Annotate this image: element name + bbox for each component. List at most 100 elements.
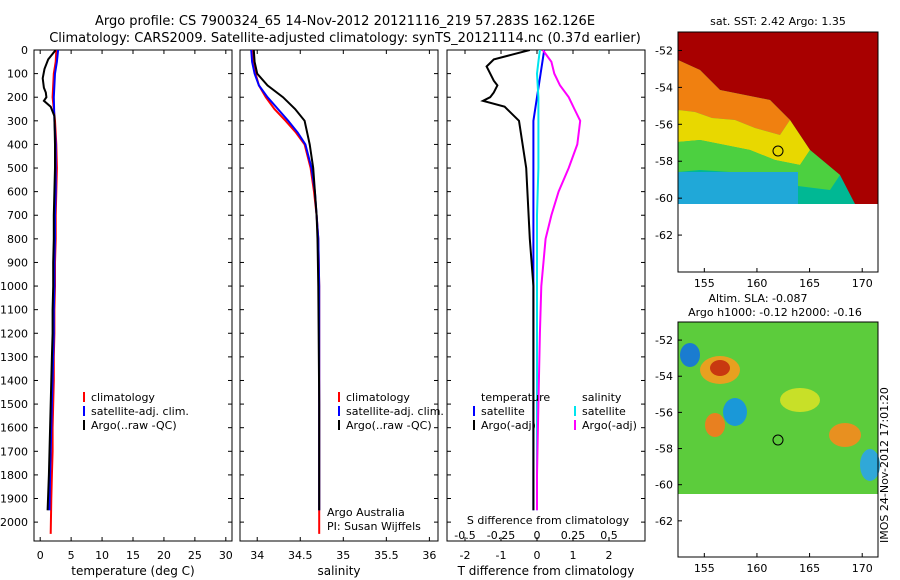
map-y-tick-label: -58 bbox=[655, 155, 673, 168]
x-tick-label: -2 bbox=[460, 549, 471, 562]
depth-tick-label: 700 bbox=[7, 209, 28, 222]
s-tick-label: -0.25 bbox=[487, 529, 515, 542]
x-tick-label: 1 bbox=[570, 549, 577, 562]
sla-map-axes: -52 -54 -56 -58 -60 -62 155 160 165 170 bbox=[655, 334, 873, 575]
s-tick-label: 0 bbox=[534, 529, 541, 542]
map-y-tick-label: -60 bbox=[655, 192, 673, 205]
legend-label: climatology bbox=[346, 391, 410, 404]
map-y-tick-label: -56 bbox=[655, 406, 673, 419]
x-tick-label: 35.5 bbox=[374, 549, 399, 562]
map-y-tick-label: -58 bbox=[655, 443, 673, 456]
x-tick-label: 10 bbox=[95, 549, 109, 562]
x-tick-label: 36 bbox=[422, 549, 436, 562]
x-tick-label: 2 bbox=[606, 549, 613, 562]
x-tick-label: 5 bbox=[68, 549, 75, 562]
depth-tick-label: 600 bbox=[7, 186, 28, 199]
x-tick-label: 25 bbox=[188, 549, 202, 562]
sla-low-anomaly bbox=[723, 398, 747, 426]
sla-high-anomaly bbox=[705, 413, 725, 437]
profile-lines bbox=[41, 50, 582, 534]
depth-tick-label: 100 bbox=[7, 68, 28, 81]
series-line-argo-raw-qc- bbox=[41, 50, 57, 511]
legend-swatch-sal-satellite bbox=[574, 406, 576, 416]
map-x-tick-label: 155 bbox=[694, 562, 715, 575]
float-marker bbox=[772, 434, 784, 446]
depth-tick-label: 200 bbox=[7, 91, 28, 104]
header-line1: Argo profile: CS 7900324_65 14-Nov-2012 … bbox=[95, 14, 595, 29]
depth-tick-label: 900 bbox=[7, 256, 28, 269]
sst-warm-region bbox=[678, 32, 878, 204]
depth-tick-label: 1800 bbox=[0, 469, 28, 482]
depth-tick-label: 1600 bbox=[0, 422, 28, 435]
sst-orange-band bbox=[678, 60, 790, 135]
sla-low-anomaly bbox=[860, 449, 880, 481]
sla-high-core bbox=[710, 360, 730, 376]
legend-swatch-temp-argo bbox=[473, 420, 475, 430]
sla-map-field bbox=[678, 322, 878, 494]
sst-cold-band bbox=[678, 172, 798, 204]
legend-label: Argo(-adj) bbox=[582, 419, 637, 432]
map-y-tick-label: -56 bbox=[655, 118, 673, 131]
map-x-tick-label: 170 bbox=[852, 277, 873, 290]
legend-label: Argo(..raw -QC) bbox=[346, 419, 432, 432]
x-tick-label: 30 bbox=[219, 549, 233, 562]
sst-map-axes: -52 -54 -56 -58 -60 -62 155 160 165 170 bbox=[655, 44, 873, 290]
series-line-salinity-satellite bbox=[535, 50, 541, 511]
legend-sal-title: salinity bbox=[582, 391, 622, 404]
salinity-legend: climatology satellite-adj. clim. Argo(..… bbox=[327, 391, 444, 533]
x-tick-label: 0 bbox=[37, 549, 44, 562]
x-tick-label: 35 bbox=[336, 549, 350, 562]
map-x-tick-label: 155 bbox=[694, 277, 715, 290]
series-line-argo-raw-qc- bbox=[252, 50, 321, 511]
x-tick-label: 15 bbox=[126, 549, 140, 562]
legend-label: climatology bbox=[91, 391, 155, 404]
legend-label: satellite-adj. clim. bbox=[346, 405, 444, 418]
depth-tick-label: 2000 bbox=[0, 516, 28, 529]
temperature-panel bbox=[33, 49, 233, 542]
legend-label: satellite bbox=[582, 405, 626, 418]
sla-map-frame bbox=[677, 321, 879, 558]
map-y-tick-label: -52 bbox=[655, 334, 673, 347]
credit-line2: PI: Susan Wijffels bbox=[327, 520, 421, 533]
depth-tick-label: 1400 bbox=[0, 374, 28, 387]
map-x-tick-label: 170 bbox=[852, 562, 873, 575]
x-tick-label: 34.5 bbox=[288, 549, 313, 562]
map-x-tick-label: 160 bbox=[746, 277, 767, 290]
legend-label: satellite-adj. clim. bbox=[91, 405, 189, 418]
depth-tick-label: 1000 bbox=[0, 280, 28, 293]
sst-map-frame bbox=[677, 31, 879, 273]
difference-xlabel-bottom: T difference from climatology bbox=[457, 564, 635, 578]
watermark: IMOS 24-Nov-2012 17:01:20 bbox=[878, 387, 891, 543]
depth-tick-label: 1900 bbox=[0, 493, 28, 506]
legend-swatch-climatology bbox=[338, 392, 340, 402]
sst-map bbox=[677, 31, 879, 273]
legend-swatch-satellite bbox=[83, 406, 85, 416]
map-y-tick-label: -52 bbox=[655, 44, 673, 57]
depth-tick-label: 1500 bbox=[0, 398, 28, 411]
sst-yellow-band bbox=[678, 110, 810, 165]
depth-tick-label: 400 bbox=[7, 138, 28, 151]
depth-tick-label: 1100 bbox=[0, 304, 28, 317]
x-tick-label: 34 bbox=[250, 549, 264, 562]
sst-map-title: sat. SST: 2.42 Argo: 1.35 bbox=[710, 15, 846, 28]
depth-tick-label: 500 bbox=[7, 162, 28, 175]
legend-swatch-argo bbox=[83, 420, 85, 430]
legend-swatch-satellite bbox=[338, 406, 340, 416]
depth-tick-label: 1700 bbox=[0, 445, 28, 458]
legend-swatch-climatology bbox=[83, 392, 85, 402]
sla-map bbox=[677, 321, 880, 558]
map-x-tick-label: 165 bbox=[799, 277, 820, 290]
sla-low-anomaly bbox=[680, 343, 700, 367]
legend-label: satellite bbox=[481, 405, 525, 418]
map-y-tick-label: -62 bbox=[655, 515, 673, 528]
map-y-tick-label: -60 bbox=[655, 479, 673, 492]
series-line-climatology bbox=[251, 50, 321, 534]
series-line-satellite-adj-clim- bbox=[48, 50, 60, 511]
s-tick-label: 0.5 bbox=[600, 529, 618, 542]
map-y-tick-label: -54 bbox=[655, 370, 673, 383]
depth-tick-label: 1200 bbox=[0, 327, 28, 340]
map-x-tick-label: 160 bbox=[746, 562, 767, 575]
x-tick-label: 0 bbox=[534, 549, 541, 562]
sla-map-title2: Argo h1000: -0.12 h2000: -0.16 bbox=[688, 306, 862, 319]
